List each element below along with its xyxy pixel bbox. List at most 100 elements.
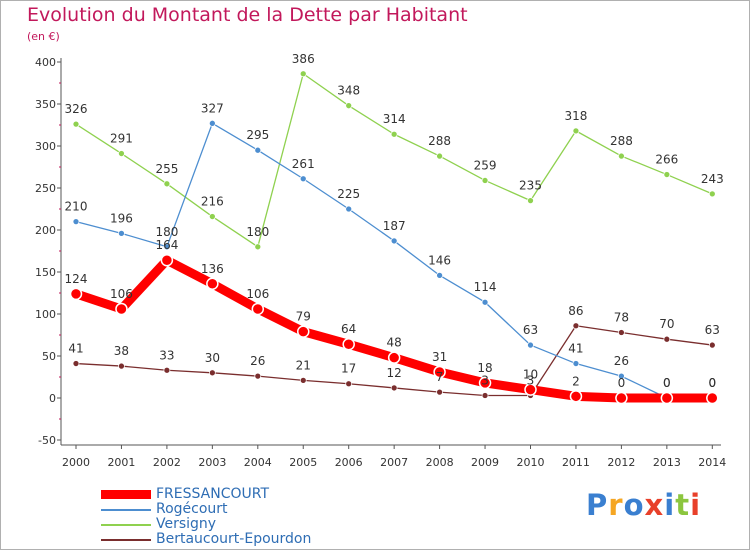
data-label: 26 — [250, 354, 265, 368]
data-point — [708, 190, 716, 198]
x-tick-label: 2007 — [380, 456, 408, 469]
data-point — [297, 325, 310, 338]
x-tick-label: 2012 — [607, 456, 635, 469]
data-label: 180 — [246, 225, 269, 239]
data-label: 0 — [618, 376, 626, 390]
data-label: 10 — [523, 368, 538, 382]
data-label: 114 — [474, 280, 497, 294]
data-label: 288 — [610, 134, 633, 148]
data-point — [209, 369, 216, 377]
y-tick-label: 50 — [42, 350, 56, 363]
series-versigny — [72, 70, 716, 251]
data-label: 41 — [68, 342, 83, 356]
data-point — [618, 329, 625, 336]
x-tick-label: 2008 — [426, 456, 454, 469]
data-point — [436, 152, 443, 160]
data-label: 41 — [568, 342, 583, 356]
data-label: 26 — [614, 354, 629, 368]
data-label: 255 — [155, 162, 178, 176]
y-tick-label: -50 — [38, 434, 56, 447]
data-label: 31 — [432, 350, 447, 364]
data-label: 327 — [201, 101, 224, 115]
logo-letter: i — [664, 488, 676, 522]
x-tick-label: 2002 — [153, 456, 181, 469]
logo-letter: P — [586, 488, 609, 522]
data-point — [160, 253, 174, 267]
data-point — [254, 372, 262, 380]
data-point — [345, 380, 353, 388]
data-label: 291 — [110, 132, 133, 146]
series-rogecourt — [72, 119, 716, 402]
legend-swatch — [101, 539, 151, 541]
data-label: 63 — [705, 323, 720, 337]
data-point — [572, 322, 580, 330]
chart-unit: (en €) — [27, 30, 60, 43]
data-label: 318 — [564, 109, 587, 123]
legend-label: Versigny — [156, 516, 217, 532]
data-label: 225 — [337, 187, 360, 201]
data-point — [615, 391, 628, 405]
data-label: 0 — [663, 376, 671, 390]
series-fressancourt — [69, 253, 719, 405]
data-label: 0 — [663, 376, 671, 390]
series-bertaucourt-epourdon — [72, 322, 716, 399]
data-label: 326 — [65, 102, 88, 116]
data-labels: 41 38 33 30 26 21 17 12 7 3 386 78 70 633262912552161… — [65, 52, 724, 390]
data-point — [527, 197, 534, 204]
x-tick-label: 2010 — [517, 456, 545, 469]
y-tick-label: 100 — [35, 308, 56, 321]
data-point — [387, 351, 401, 364]
y-tick-label: 250 — [35, 182, 56, 195]
x-tick-label: 2013 — [653, 456, 681, 469]
data-point — [69, 287, 83, 301]
data-point — [72, 218, 80, 225]
data-point — [524, 383, 537, 396]
data-label: 106 — [110, 287, 133, 301]
y-tick-label: 200 — [35, 224, 56, 237]
data-label: 48 — [387, 336, 402, 350]
data-point — [481, 392, 489, 399]
chart-title: Evolution du Montant de la Dette par Hab… — [27, 4, 468, 26]
x-tick-label: 2009 — [471, 456, 499, 469]
data-label: 0 — [708, 376, 716, 390]
data-label: 63 — [523, 323, 538, 337]
data-point — [206, 277, 219, 291]
data-label: 164 — [155, 238, 178, 252]
data-label: 259 — [474, 158, 497, 172]
data-label: 0 — [708, 376, 716, 390]
y-tick-label: 300 — [35, 140, 56, 153]
data-point — [345, 205, 353, 213]
data-point — [118, 362, 125, 370]
data-label: 7 — [436, 370, 444, 384]
data-label: 196 — [110, 211, 133, 225]
x-tick-label: 2006 — [335, 456, 363, 469]
data-label: 78 — [614, 310, 629, 324]
data-label: 3 — [527, 373, 535, 387]
data-label: 21 — [296, 358, 311, 372]
data-point — [618, 372, 625, 380]
legend-label: FRESSANCOURT — [156, 486, 270, 502]
data-label: 266 — [655, 153, 678, 167]
y-tick-label: 400 — [35, 56, 56, 69]
data-point — [254, 243, 262, 251]
data-label: 348 — [337, 84, 360, 98]
data-point — [163, 366, 171, 374]
data-label: 2 — [572, 374, 580, 388]
data-point — [390, 130, 398, 138]
data-point — [618, 152, 625, 160]
x-tick-label: 2001 — [107, 456, 135, 469]
data-point — [345, 102, 353, 110]
y-tick-label: 350 — [35, 98, 56, 111]
data-point — [572, 127, 580, 135]
data-point — [209, 119, 216, 127]
data-point — [163, 180, 171, 188]
legend-label: Bertaucourt-Epourdon — [156, 531, 312, 547]
logo-letter: r — [608, 488, 624, 522]
data-point — [481, 177, 489, 184]
data-label: 314 — [383, 112, 406, 126]
logo-letter: x — [644, 488, 665, 522]
series-layer — [69, 70, 719, 405]
data-label: 17 — [341, 362, 356, 376]
data-label: 12 — [387, 366, 402, 380]
